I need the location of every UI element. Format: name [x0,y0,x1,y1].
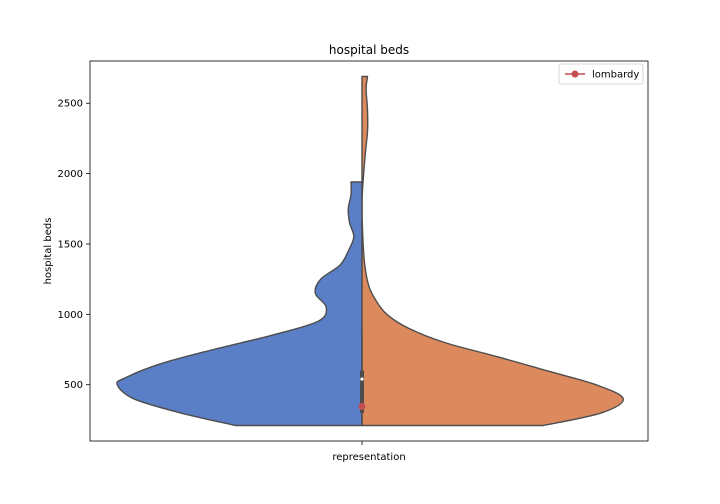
x-tick-label: representation [332,452,405,463]
y-tick-label: 2500 [58,99,83,110]
y-axis-label: hospital beds [43,218,54,285]
legend-marker-icon [571,70,579,78]
box-median [360,377,364,381]
violin-half-right [361,75,625,427]
chart-title: hospital beds [329,43,409,57]
y-tick-label: 1000 [58,310,83,321]
box-iqr [360,370,364,413]
plot-frame [89,60,649,442]
y-tick-label: 2000 [58,169,83,180]
y-tick-label: 500 [64,380,83,391]
lombardy-marker [358,403,366,411]
legend: lombardy [558,63,644,85]
axes: 500 1000 1500 2000 2500 [58,60,649,445]
legend-label: lombardy [592,70,639,81]
plot-area [116,75,625,427]
violin-half-left [116,181,363,427]
legend-frame [558,63,644,85]
y-tick-label: 1500 [58,239,83,250]
